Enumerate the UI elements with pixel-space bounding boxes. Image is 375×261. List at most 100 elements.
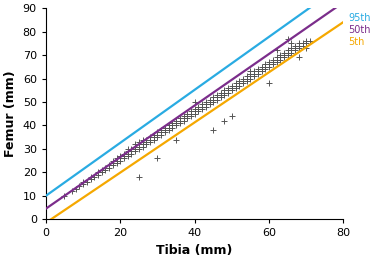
Point [210, 128, 216, 132]
Point [192, 100, 198, 104]
Point [136, 147, 142, 151]
Point [232, 86, 238, 90]
Point [307, 39, 313, 43]
Point [87, 177, 93, 181]
Point [214, 98, 220, 102]
Point [266, 65, 272, 69]
Point [143, 142, 149, 146]
Point [192, 107, 198, 111]
Point [140, 144, 146, 149]
Point [277, 55, 283, 60]
Point [154, 135, 160, 139]
Point [262, 67, 268, 71]
Point [199, 107, 205, 111]
Point [273, 55, 279, 60]
Point [147, 135, 153, 139]
Point [180, 116, 186, 121]
Point [199, 105, 205, 109]
Point [158, 133, 164, 137]
Point [244, 74, 250, 78]
Point [151, 138, 157, 142]
Point [221, 88, 227, 92]
Point [277, 53, 283, 57]
Point [114, 161, 120, 165]
Point [229, 88, 235, 92]
Point [188, 109, 194, 114]
Point [136, 175, 142, 179]
Point [225, 91, 231, 95]
Point [173, 121, 179, 125]
Point [102, 168, 108, 172]
Point [259, 65, 265, 69]
Point [136, 142, 142, 146]
Point [236, 81, 242, 85]
Point [91, 175, 97, 179]
Point [229, 114, 235, 118]
Point [296, 55, 302, 60]
Point [207, 102, 213, 106]
Point [288, 51, 294, 55]
Point [296, 46, 302, 50]
Point [296, 44, 302, 48]
Point [192, 109, 198, 114]
Point [95, 170, 101, 174]
Point [248, 76, 254, 81]
Point [125, 149, 131, 153]
Point [218, 95, 224, 99]
Point [80, 180, 86, 184]
Point [285, 37, 291, 41]
Point [170, 126, 176, 130]
Point [300, 44, 306, 48]
Point [99, 170, 105, 174]
Point [143, 140, 149, 144]
Point [203, 102, 209, 106]
Point [140, 138, 146, 142]
Point [218, 91, 224, 95]
Point [128, 149, 134, 153]
Point [285, 51, 291, 55]
Point [240, 81, 246, 85]
Point [236, 79, 242, 83]
Point [277, 58, 283, 62]
Point [266, 62, 272, 67]
Point [162, 128, 168, 132]
Point [203, 100, 209, 104]
Point [106, 163, 112, 167]
Point [221, 119, 227, 123]
Y-axis label: Femur (mm): Femur (mm) [4, 70, 17, 157]
Point [229, 86, 235, 90]
Point [303, 46, 309, 50]
Point [255, 72, 261, 76]
Point [288, 48, 294, 52]
Point [114, 158, 120, 163]
Point [132, 142, 138, 146]
Point [248, 74, 254, 78]
Point [273, 48, 279, 52]
Point [296, 41, 302, 45]
Point [288, 41, 294, 45]
Point [73, 187, 79, 191]
Point [244, 79, 250, 83]
Point [221, 91, 227, 95]
Point [106, 165, 112, 170]
Point [288, 46, 294, 50]
Point [136, 144, 142, 149]
Legend: 95th, 50th, 5th: 95th, 50th, 5th [348, 13, 371, 47]
Point [303, 41, 309, 45]
Point [158, 130, 164, 135]
Point [262, 62, 268, 67]
Point [214, 93, 220, 97]
Point [132, 149, 138, 153]
Point [281, 53, 287, 57]
Point [162, 126, 168, 130]
Point [221, 93, 227, 97]
Point [121, 156, 127, 160]
Point [207, 100, 213, 104]
Point [154, 130, 160, 135]
Point [110, 161, 116, 165]
Point [173, 119, 179, 123]
Point [192, 112, 198, 116]
Point [177, 116, 183, 121]
Point [244, 76, 250, 81]
Point [117, 158, 123, 163]
